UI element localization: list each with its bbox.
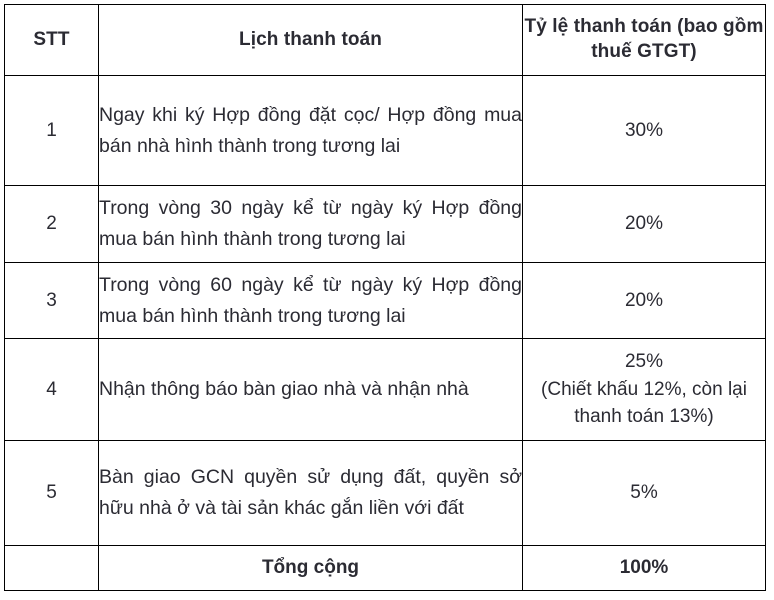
row-rate-3: 20% [522,262,766,339]
column-header-stt: STT [4,4,99,76]
row-rate-5: 5% [522,440,766,546]
row-rate-1: 30% [522,75,766,186]
row-description-5: Bàn giao GCN quyền sử dụng đất, quyền sở… [98,440,523,546]
table-row: 3 Trong vòng 60 ngày kể từ ngày ký Hợp đ… [4,262,766,339]
total-row-index [4,545,99,591]
column-header-rate: Tỷ lệ thanh toán (bao gồm thuế GTGT) [522,4,766,76]
row-index-3: 3 [4,262,99,339]
table-row: 5 Bàn giao GCN quyền sử dụng đất, quyền … [4,440,766,546]
row-description-2: Trong vòng 30 ngày kể từ ngày ký Hợp đồn… [98,185,523,263]
table-row: 1 Ngay khi ký Hợp đồng đặt cọc/ Hợp đồng… [4,75,766,186]
row-index-2: 2 [4,185,99,263]
row-description-3: Trong vòng 60 ngày kể từ ngày ký Hợp đồn… [98,262,523,339]
row-rate-4-primary: 25% [624,351,664,373]
total-label: Tổng cộng [98,545,523,591]
row-index-1: 1 [4,75,99,186]
row-description-4: Nhận thông báo bàn giao nhà và nhận nhà [98,338,523,441]
row-index-4: 4 [4,338,99,441]
table-total-row: Tổng cộng 100% [4,545,766,591]
table-header-row: STT Lịch thanh toán Tỷ lệ thanh toán (ba… [4,4,766,76]
column-header-schedule: Lịch thanh toán [98,4,523,76]
row-rate-2: 20% [522,185,766,263]
row-rate-4-note: (Chiết khấu 12%, còn lại thanh toán 13%) [541,378,747,428]
row-index-5: 5 [4,440,99,546]
table-row: 2 Trong vòng 30 ngày kể từ ngày ký Hợp đ… [4,185,766,263]
row-description-1: Ngay khi ký Hợp đồng đặt cọc/ Hợp đồng m… [98,75,523,186]
row-rate-4: 25% (Chiết khấu 12%, còn lại thanh toán … [522,338,766,441]
total-value: 100% [522,545,766,591]
table-row: 4 Nhận thông báo bàn giao nhà và nhận nh… [4,338,766,441]
payment-schedule-table: STT Lịch thanh toán Tỷ lệ thanh toán (ba… [4,4,766,591]
